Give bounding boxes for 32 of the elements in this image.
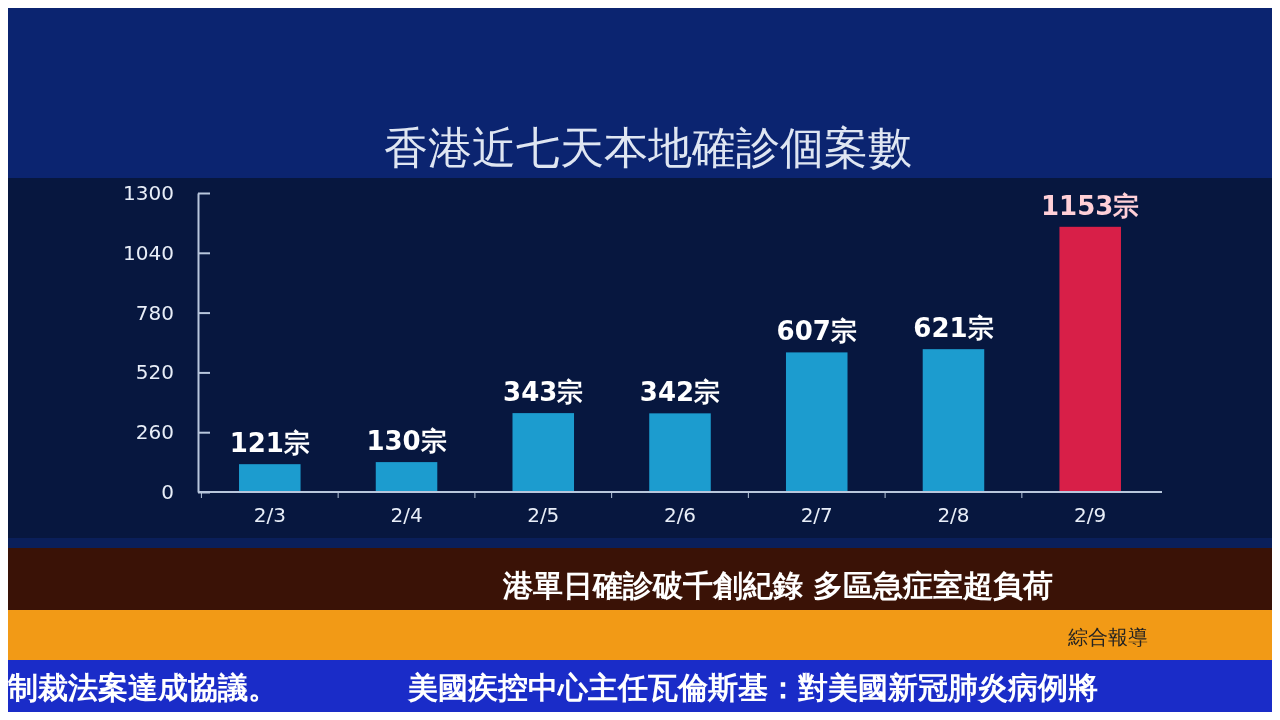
x-tick-label: 2/5 bbox=[527, 503, 560, 527]
bar bbox=[512, 413, 575, 492]
data-label: 343宗 bbox=[503, 377, 584, 408]
x-tick-label: 2/4 bbox=[390, 503, 423, 527]
bar bbox=[922, 349, 985, 492]
y-tick-label: 1040 bbox=[123, 240, 174, 265]
data-label: 121宗 bbox=[229, 428, 310, 459]
x-tick-label: 2/3 bbox=[253, 503, 286, 527]
x-tick-label: 2/9 bbox=[1074, 503, 1107, 527]
chart-title: 香港近七天本地確診個案數 bbox=[384, 122, 912, 173]
data-label: 621宗 bbox=[913, 313, 994, 344]
data-label: 607宗 bbox=[776, 316, 857, 347]
data-label: 342宗 bbox=[639, 377, 721, 408]
data-label: 130宗 bbox=[366, 426, 447, 457]
text: 港單日確診破千創紀錄 多區急症室超負荷 bbox=[501, 568, 1054, 603]
x-tick-label: 2/6 bbox=[663, 503, 697, 527]
bar bbox=[785, 352, 848, 492]
y-tick-label: 0 bbox=[161, 479, 174, 504]
y-tick-label: 520 bbox=[135, 360, 174, 385]
bar bbox=[1059, 226, 1121, 492]
y-tick-label: 780 bbox=[135, 300, 174, 325]
bar bbox=[375, 462, 438, 492]
bar bbox=[649, 413, 711, 492]
x-tick-label: 2/7 bbox=[800, 503, 833, 527]
bar bbox=[239, 464, 301, 492]
y-tick-label: 260 bbox=[135, 420, 174, 445]
text: 綜合報導 bbox=[1067, 625, 1148, 649]
x-tick-label: 2/8 bbox=[937, 503, 970, 527]
text: 美國疾控中心主任瓦倫斯基：對美國新冠肺炎病例將 bbox=[407, 670, 1098, 705]
text: 制裁法案達成協議。 bbox=[7, 670, 278, 705]
y-tick-label: 1300 bbox=[123, 180, 174, 205]
data-label: 1153宗 bbox=[1041, 190, 1140, 221]
